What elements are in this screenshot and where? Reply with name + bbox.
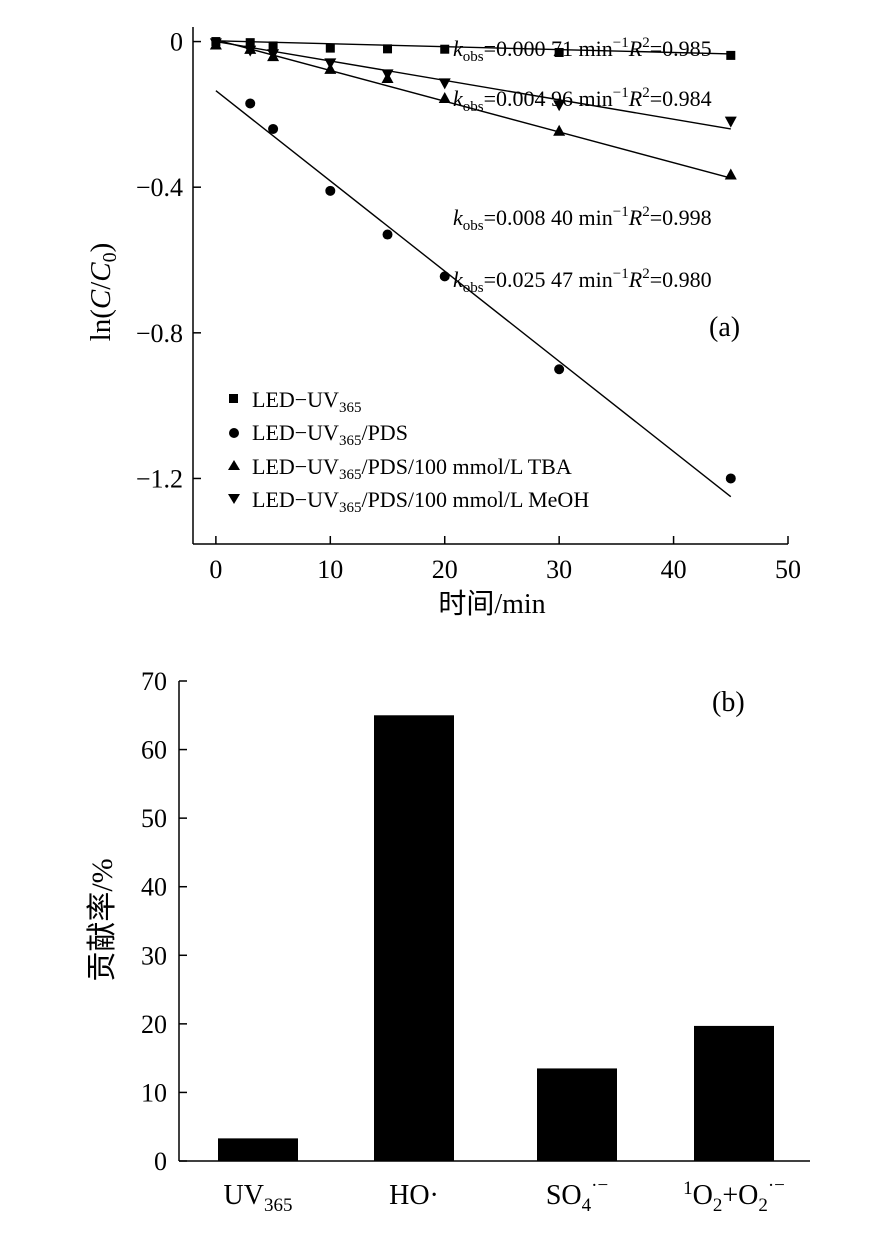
data-point-pds <box>268 123 279 134</box>
data-point-tba <box>553 124 566 136</box>
data-point-pds <box>382 229 393 240</box>
panel-b-y-tick-label: 60 <box>141 736 167 765</box>
legend-entry-led-uv365: LED−UV365 <box>252 387 361 416</box>
data-point-led-uv365 <box>245 38 255 48</box>
category-label-so4: SO4·− <box>546 1175 608 1216</box>
panel-a-y-tick-label: 0 <box>170 28 183 57</box>
annotation-tba: kobs=0.008 40 min−1R2=0.998 <box>453 204 712 234</box>
panel-a-tag: (a) <box>709 312 740 343</box>
legend-marker-circle <box>229 428 239 438</box>
bar-ho <box>374 715 454 1161</box>
panel-a-x-tick-label: 40 <box>661 555 687 584</box>
annotation-pds: kobs=0.025 47 min−1R2=0.980 <box>453 266 712 296</box>
bar-singlet-oxygen-superoxide <box>694 1025 774 1161</box>
data-point-pds <box>325 185 336 196</box>
panel-b-y-tick-label: 0 <box>154 1147 167 1176</box>
panel-b-y-tick-label: 20 <box>141 1010 167 1039</box>
panel-b-y-tick-label: 30 <box>141 941 167 970</box>
panel-a-x-tick-label: 20 <box>432 555 458 584</box>
data-point-pds <box>245 98 256 109</box>
panel-a-x-axis-label: 时间/min <box>438 588 545 620</box>
panel-a-x-tick-label: 10 <box>317 555 343 584</box>
data-point-pds <box>439 271 450 282</box>
panel-a-y-axis-label: ln(C/C0) <box>85 243 121 342</box>
data-point-pds <box>554 364 565 375</box>
data-point-meoh <box>324 58 337 70</box>
panel-a-x-tick-label: 0 <box>209 555 222 584</box>
data-point-led-uv365 <box>554 47 564 57</box>
category-label-ho: HO· <box>389 1180 439 1211</box>
panel-b-tag: (b) <box>712 687 745 718</box>
fit-line-led-uv365 <box>215 40 731 55</box>
fit-line-pds <box>215 90 732 498</box>
panel-b-bars <box>218 715 774 1161</box>
annotation-led-uv365: kobs=0.000 71 min−1R2=0.985 <box>453 35 712 65</box>
annotation-meoh: kobs=0.004 96 min−1R2=0.984 <box>453 85 712 115</box>
data-point-meoh <box>267 49 280 61</box>
fit-line-meoh <box>215 40 731 130</box>
data-point-led-uv365 <box>440 44 450 54</box>
data-point-meoh <box>244 45 257 57</box>
panel-a-fit-lines <box>215 39 732 498</box>
data-point-led-uv365 <box>726 50 736 60</box>
data-point-meoh <box>724 116 737 128</box>
bar-so4 <box>537 1068 617 1161</box>
panel-b-y-tick-label: 50 <box>141 804 167 833</box>
data-point-tba <box>438 91 451 103</box>
data-point-led-uv365 <box>268 41 278 51</box>
panel-a-data-points <box>209 37 737 484</box>
category-label-o2: 1O2+O2·− <box>683 1175 785 1216</box>
data-point-led-uv365 <box>325 43 335 53</box>
data-point-meoh <box>438 78 451 90</box>
panel-a-ticks: 0 10 20 30 40 50 0 −0.4 −0.8 −1.2 <box>136 28 801 584</box>
data-point-meoh <box>553 100 566 112</box>
panel-a-line-chart: 0 10 20 30 40 50 0 −0.4 −0.8 −1.2 ln(C/C0) 时间/min… <box>85 27 801 620</box>
panel-a-y-tick-label: −0.4 <box>136 173 183 202</box>
legend-marker-triangle-up <box>228 460 240 470</box>
data-point-tba <box>724 168 737 180</box>
panel-a-y-tick-label: −1.2 <box>136 464 183 493</box>
panel-b-ticks: 0 10 20 30 40 50 60 70 <box>141 667 187 1176</box>
data-point-meoh <box>209 38 222 50</box>
panel-b-y-tick-label: 40 <box>141 873 167 902</box>
fit-line-tba <box>215 39 731 179</box>
legend-entry-pds: LED−UV365/PDS <box>252 420 408 449</box>
legend-entry-tba: LED−UV365/PDS/100 mmol/L TBA <box>252 454 572 483</box>
bar-uv365 <box>218 1138 298 1161</box>
panel-a-y-tick-label: −0.8 <box>136 319 183 348</box>
panel-a-x-tick-label: 50 <box>775 555 801 584</box>
panel-a-x-tick-label: 30 <box>546 555 572 584</box>
data-point-pds <box>725 473 736 484</box>
panel-b-y-tick-label: 10 <box>141 1078 167 1107</box>
legend-marker-square <box>229 394 238 403</box>
panel-b-y-axis-label: 贡献率/% <box>86 858 119 981</box>
panel-b-bar-chart: 0 10 20 30 40 50 60 70 贡献率/% (b) UV365 HO· SO4·… <box>86 667 810 1216</box>
legend-marker-triangle-down <box>228 494 240 504</box>
category-label-uv365: UV365 <box>224 1180 293 1216</box>
panel-b-y-tick-label: 70 <box>141 667 167 696</box>
panel-a-legend: LED−UV365 LED−UV365/PDS LED−UV365/PDS/10… <box>228 387 589 516</box>
panel-a-axes <box>192 27 788 545</box>
legend-entry-meoh: LED−UV365/PDS/100 mmol/L MeOH <box>252 487 589 516</box>
data-point-led-uv365 <box>383 44 393 54</box>
data-point-meoh <box>381 69 394 81</box>
